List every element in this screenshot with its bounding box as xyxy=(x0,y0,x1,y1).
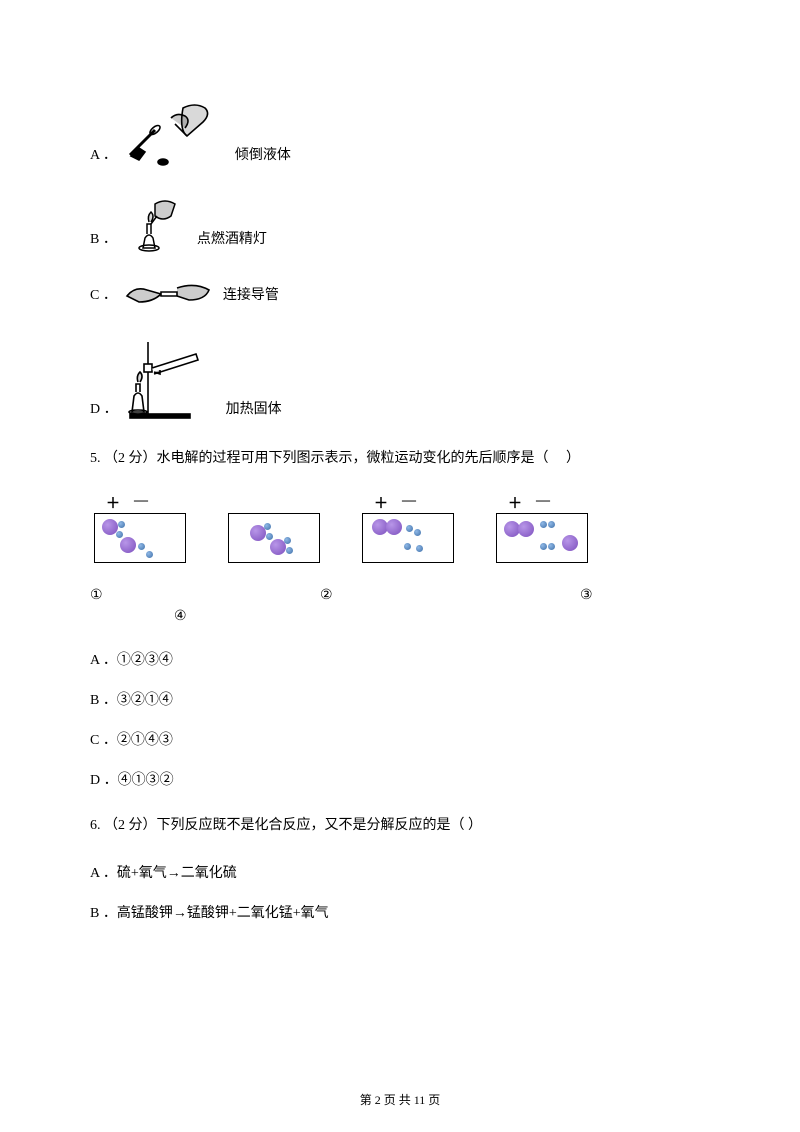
q5-stem: 5. （2 分）水电解的过程可用下列图示表示，微粒运动变化的先后顺序是（ ） xyxy=(90,446,710,471)
q6-option-b: B ．高锰酸钾→锰酸钾+二氧化锰+氧气 xyxy=(90,902,710,922)
electrode-minus: — xyxy=(536,493,550,509)
q5-prefix: 5. （2 分）水电解的过程可用下列图示表示，微粒运动变化的先后顺序是（ xyxy=(90,451,549,466)
num-3: ③ xyxy=(580,587,593,604)
connect-tube-icon xyxy=(125,278,213,308)
diagram-rect xyxy=(228,513,320,563)
electrode-minus: — xyxy=(402,493,416,509)
option-text: ③②①④ xyxy=(117,693,173,708)
q4-option-a: A ． 倾倒液体 xyxy=(90,100,710,168)
q5-option-c: C ．②①④③ xyxy=(90,729,710,749)
pouring-liquid-icon xyxy=(125,100,225,168)
q5-option-b: B ．③②①④ xyxy=(90,689,710,709)
q5-diagram-4: ＋ — xyxy=(496,495,588,567)
option-text: ④①③② xyxy=(118,773,174,788)
q5-option-d: D ．④①③② xyxy=(90,769,710,789)
option-text: ②①④③ xyxy=(117,733,173,748)
option-letter: C ． xyxy=(90,733,117,748)
lighting-lamp-icon xyxy=(125,194,187,252)
heating-solid-icon xyxy=(126,334,216,422)
q5-diagram-1: ＋ — xyxy=(94,495,186,567)
q4-option-d: D ． 加热固体 xyxy=(90,334,710,422)
q6-option-a: A ．硫+氧气→二氧化硫 xyxy=(90,862,710,882)
q6-stem: 6. （2 分）下列反应既不是化合反应，又不是分解反应的是（ ） xyxy=(90,813,710,838)
q5-option-a: A ．①②③④ xyxy=(90,649,710,669)
option-letter: B ． xyxy=(90,693,117,708)
option-label-text: 倾倒液体 xyxy=(235,144,291,168)
num-2: ② xyxy=(320,587,580,604)
option-letter: A ． xyxy=(90,144,117,168)
q5-diagram-2 xyxy=(228,495,320,567)
electrode-plus: ＋ xyxy=(106,493,120,513)
num-1: ① xyxy=(90,587,320,604)
option-letter: B ． xyxy=(90,228,117,252)
option-label-text: 点燃酒精灯 xyxy=(197,228,267,252)
q5-diagram-3: ＋ — xyxy=(362,495,454,567)
q4-option-c: C ． 连接导管 xyxy=(90,278,710,308)
q4-option-b: B ． 点燃酒精灯 xyxy=(90,194,710,252)
option-label-text: 连接导管 xyxy=(223,284,279,308)
option-letter: D ． xyxy=(90,398,118,422)
option-letter: C ． xyxy=(90,284,117,308)
electrode-minus: — xyxy=(134,493,148,509)
option-label-text: 加热固体 xyxy=(226,398,282,422)
option-letter: A ． xyxy=(90,866,117,881)
option-letter: D ． xyxy=(90,773,118,788)
page-footer: 第 2 页 共 11 页 xyxy=(0,1091,800,1108)
q5-suffix: ） xyxy=(566,451,580,466)
electrode-plus: ＋ xyxy=(374,493,388,513)
option-text: 硫+氧气→二氧化硫 xyxy=(117,866,237,881)
electrode-plus: ＋ xyxy=(508,493,522,513)
option-text: 高锰酸钾→锰酸钾+二氧化锰+氧气 xyxy=(117,906,329,921)
option-letter: A ． xyxy=(90,653,117,668)
q5-diagram-row: ＋ — ＋ — ＋ — xyxy=(90,495,710,567)
option-letter: B ． xyxy=(90,906,117,921)
q5-numbers-line1: ① ② ③ xyxy=(90,587,710,604)
num-4: ④ xyxy=(174,609,187,624)
option-text: ①②③④ xyxy=(117,653,173,668)
q5-numbers-line2: ④ xyxy=(174,608,710,625)
